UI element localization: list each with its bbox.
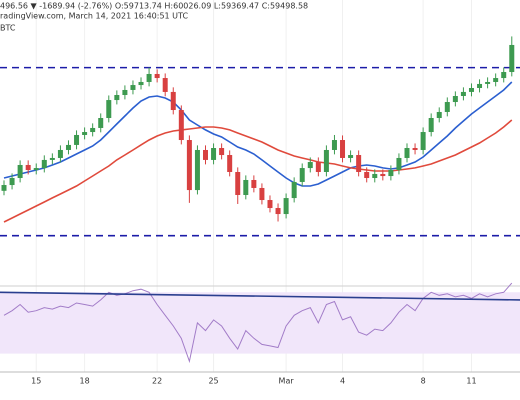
candle-body: [372, 173, 378, 179]
candle-body: [388, 170, 394, 177]
candle-body: [348, 155, 354, 158]
candle-body: [154, 73, 160, 79]
x-tick-label: 18: [80, 377, 90, 386]
candle-body: [404, 148, 410, 158]
header-source: radingView.com, March 14, 2021 16:40:51 …: [0, 12, 188, 21]
x-tick-label: 22: [152, 377, 162, 386]
candle-body: [259, 187, 265, 201]
candle-body: [356, 155, 362, 172]
candle-body: [146, 73, 152, 82]
candle-body: [57, 149, 63, 158]
candle-body: [162, 78, 168, 92]
x-tick-label: 25: [208, 377, 218, 386]
candle-body: [106, 100, 112, 119]
x-tick-label: Mar: [279, 377, 295, 386]
candle-body: [186, 140, 192, 191]
candle-body: [444, 102, 450, 112]
candle-body: [251, 179, 257, 188]
candle-body: [307, 162, 313, 169]
candle-body: [203, 149, 208, 160]
candle-body: [25, 164, 31, 171]
candle-body: [460, 91, 466, 96]
candle-body: [74, 134, 80, 145]
candle-body: [275, 208, 281, 215]
candle-body: [243, 179, 249, 195]
candle-body: [436, 111, 442, 119]
candle-body: [170, 91, 176, 111]
x-tick-label: 8: [421, 377, 426, 386]
candle-body: [331, 140, 337, 150]
x-tick-label: 11: [466, 377, 476, 386]
candle-body: [283, 198, 289, 215]
candle-body: [468, 88, 474, 92]
candle-body: [452, 95, 458, 103]
candle-body: [138, 81, 144, 86]
rsi-line: [3, 282, 513, 364]
header-symbol: BTC: [0, 24, 16, 33]
candle-body: [267, 200, 273, 209]
candle-body: [323, 149, 329, 172]
candle-body: [428, 118, 434, 133]
candle-body: [219, 148, 225, 156]
rsi-trendline: [0, 291, 520, 301]
candle-body: [380, 173, 386, 177]
x-tick-label: 4: [340, 377, 345, 386]
candle-body: [33, 168, 39, 171]
candle-body: [17, 164, 23, 179]
candle-body: [227, 155, 233, 172]
candle-body: [65, 144, 71, 150]
rsi-band: [0, 292, 520, 354]
candle-body: [122, 89, 128, 96]
candle-body: [364, 171, 370, 179]
candle-body: [485, 81, 491, 84]
candle-body: [299, 168, 305, 182]
candle-body: [82, 132, 88, 135]
candle-body: [130, 85, 136, 90]
candle-body: [194, 149, 200, 191]
candle-body: [41, 159, 47, 169]
candle-body: [501, 72, 507, 79]
moving-average: [3, 119, 513, 223]
candle-body: [235, 171, 241, 195]
moving-average: [3, 81, 513, 187]
candle-body: [477, 83, 483, 89]
candle-body: [211, 148, 217, 160]
candle-body: [98, 118, 104, 128]
candle-body: [1, 185, 7, 191]
candle-body: [49, 157, 55, 160]
header-ohlc: 496.56 ▼ -1689.94 (-2.76%) O:59713.74 H:…: [0, 2, 308, 11]
candle-body: [509, 44, 515, 73]
candle-body: [114, 95, 120, 101]
candle-body: [9, 178, 15, 186]
candle-body: [412, 148, 418, 150]
candle-body: [493, 78, 499, 82]
candle-body: [340, 140, 346, 158]
candle-body: [396, 157, 402, 171]
candle-body: [420, 132, 426, 150]
candle-body: [90, 127, 96, 133]
x-tick-label: 15: [31, 377, 41, 386]
candle-body: [315, 162, 321, 172]
candle-body: [178, 110, 184, 141]
candle-body: [291, 181, 297, 199]
